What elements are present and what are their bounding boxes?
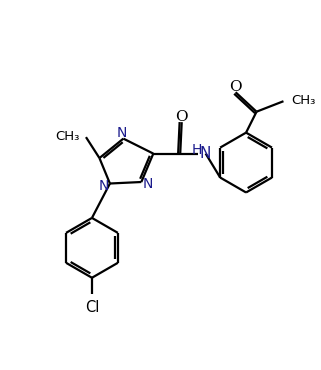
Text: O: O [175,110,188,124]
Text: CH₃: CH₃ [291,94,315,107]
Text: Cl: Cl [85,300,99,314]
Text: O: O [229,80,241,94]
Text: CH₃: CH₃ [55,130,79,143]
Text: H: H [192,143,203,157]
Text: N: N [117,126,127,140]
Text: N: N [143,176,153,191]
Text: N: N [99,179,109,194]
Text: N: N [199,146,211,161]
